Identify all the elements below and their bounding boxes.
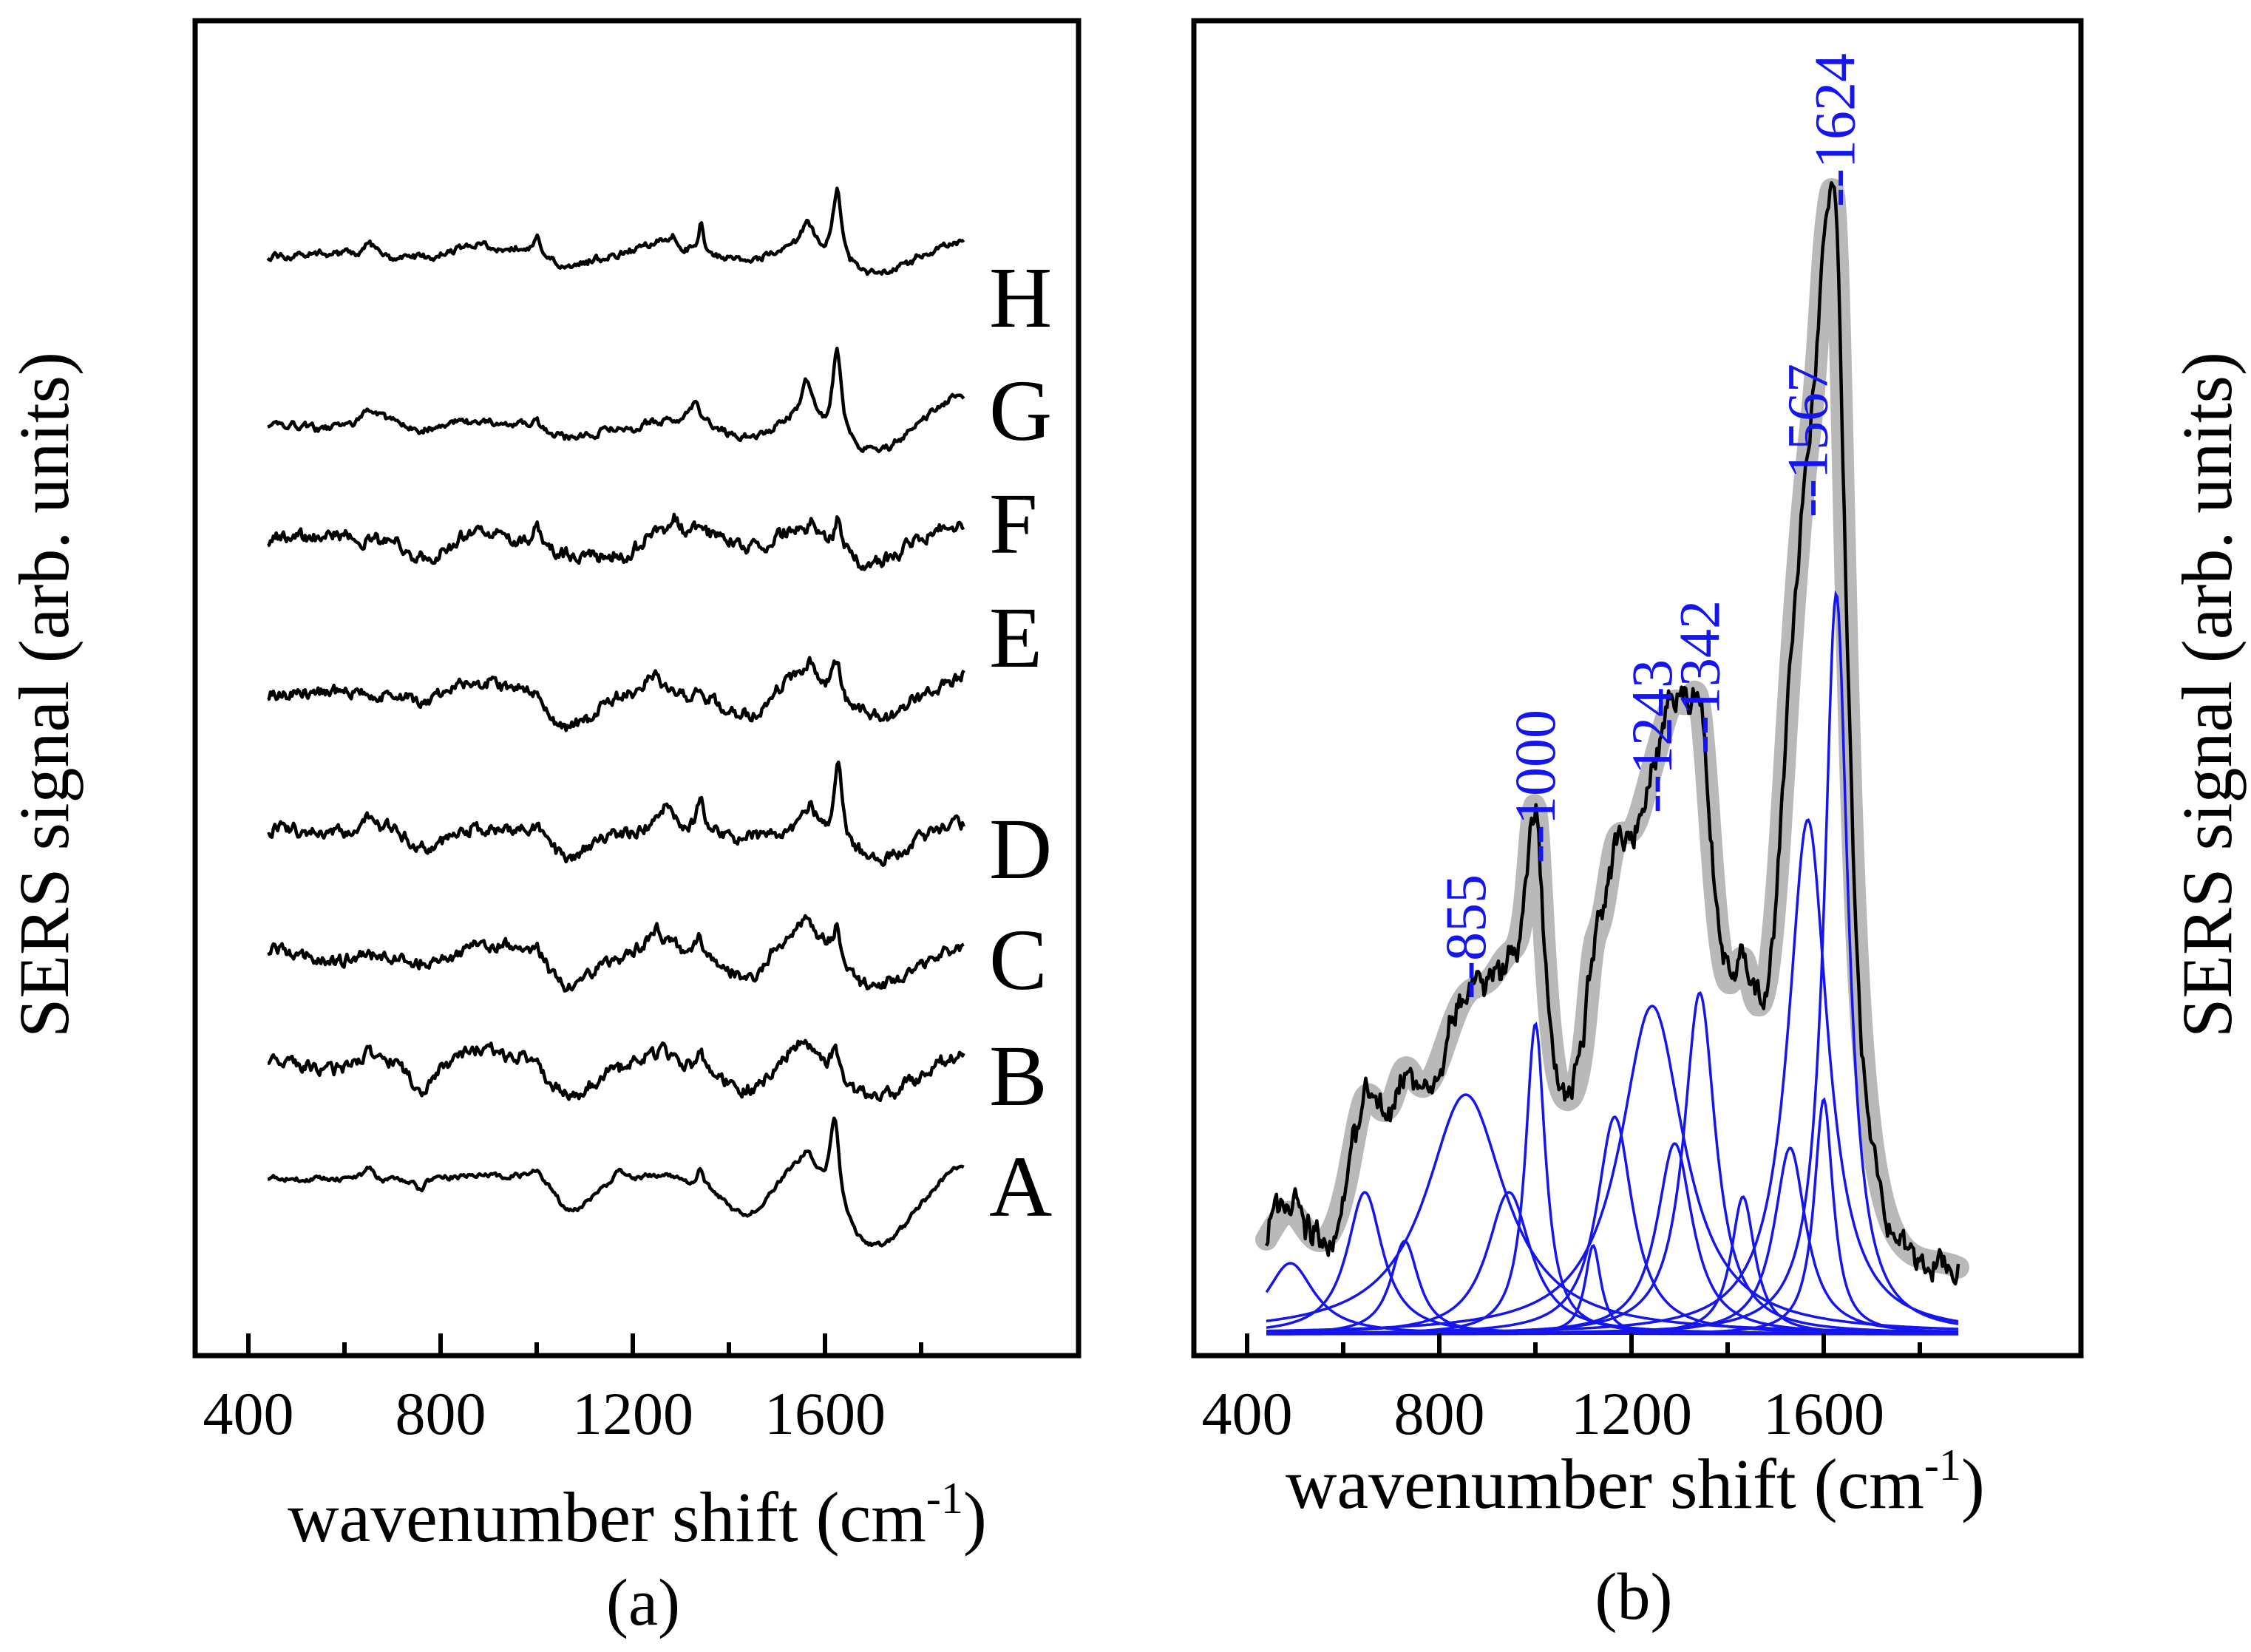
component-1626	[1266, 590, 1959, 1336]
panel-b-ticks	[1245, 1333, 1922, 1356]
trace-label-E: E	[989, 589, 1042, 686]
a-tick-label-800: 800	[395, 1380, 486, 1447]
component-1600	[1266, 1097, 1959, 1336]
trace-A	[267, 1116, 965, 1248]
panel-a-y-axis-title: SERS signal (arb. units)	[4, 352, 84, 1038]
panel-b-caption: (b)	[1595, 1560, 1673, 1634]
panel-a-caption: (a)	[606, 1566, 680, 1639]
trace-label-G: G	[989, 362, 1052, 459]
b-tick-label-1600: 1600	[1763, 1380, 1884, 1447]
peak-label-855: --855	[1433, 874, 1498, 999]
a-tick-label-1600: 1600	[764, 1380, 886, 1447]
trace-label-B: B	[989, 1027, 1048, 1124]
trace-G	[267, 346, 965, 454]
panel-a-frame	[192, 18, 1082, 1359]
panel-b-tick-labels: 400 800 1200 1600	[1202, 1380, 1885, 1447]
panel-a-trace-labels: A B C D E F G H	[989, 249, 1052, 1235]
b-tick-label-400: 400	[1202, 1380, 1293, 1447]
trace-B	[267, 1039, 965, 1103]
trace-E	[267, 656, 965, 732]
peak-label-1243: --1243	[1620, 659, 1684, 813]
b-tick-label-1200: 1200	[1571, 1380, 1692, 1447]
panel-a-traces	[266, 186, 965, 1248]
a-tick-label-1200: 1200	[572, 1380, 693, 1447]
trace-D	[267, 760, 965, 867]
panel-a-x-axis-title: wavenumber shift (cm-1)	[288, 1474, 987, 1557]
trace-label-H: H	[989, 249, 1052, 346]
component-855	[1266, 1093, 1958, 1333]
panel-a: A B C D E F G H 400 800 1200 1600 wavenu…	[4, 18, 1082, 1639]
trace-label-F: F	[989, 475, 1038, 572]
trace-label-A: A	[989, 1138, 1052, 1235]
peak-label-1567: --1567	[1776, 364, 1840, 517]
panel-b: --855 --1000 --1243 --1342 --1567 --1624…	[1191, 18, 2247, 1634]
measured-spectrum	[1264, 181, 1960, 1286]
trace-H	[266, 186, 965, 276]
trace-label-C: C	[989, 911, 1048, 1008]
trace-label-D: D	[989, 800, 1052, 897]
trace-F	[267, 512, 965, 571]
component-1120	[1266, 1243, 1958, 1336]
peak-label-1000: --1000	[1503, 710, 1567, 863]
panel-a-tick-labels: 400 800 1200 1600	[203, 1380, 886, 1447]
trace-C	[267, 914, 965, 993]
panel-b-y-axis-title: SERS signal (arb. units)	[2167, 352, 2247, 1038]
b-tick-label-800: 800	[1394, 1380, 1485, 1447]
fit-components	[1265, 590, 1959, 1336]
peak-label-1624: --1624	[1803, 53, 1867, 207]
panel-a-ticks	[246, 1333, 923, 1356]
component-1243	[1266, 1005, 1959, 1333]
fit-envelope	[1255, 178, 1969, 1279]
a-tick-label-400: 400	[203, 1380, 294, 1447]
panel-b-frame	[1191, 18, 2084, 1359]
peak-labels: --855 --1000 --1243 --1342 --1567 --1624	[1433, 53, 1867, 999]
peak-label-1342: --1342	[1667, 600, 1731, 754]
panel-b-x-axis-title: wavenumber shift (cm-1)	[1286, 1441, 1985, 1523]
